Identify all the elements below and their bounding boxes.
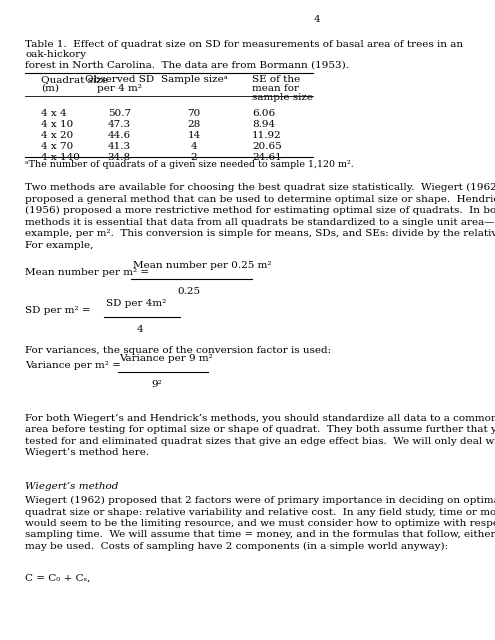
Text: 4: 4: [136, 325, 143, 334]
Text: Wiegert’s method: Wiegert’s method: [25, 482, 119, 491]
Text: 50.7: 50.7: [107, 109, 131, 118]
Text: 4: 4: [313, 15, 320, 24]
Text: mean for: mean for: [252, 84, 299, 93]
Text: 47.3: 47.3: [107, 120, 131, 129]
Text: (m): (m): [41, 84, 59, 93]
Text: 20.65: 20.65: [252, 142, 282, 151]
Text: 44.6: 44.6: [107, 131, 131, 140]
Text: 8.94: 8.94: [252, 120, 275, 129]
Text: For both Wiegert’s and Hendrick’s methods, you should standardize all data to a : For both Wiegert’s and Hendrick’s method…: [25, 414, 495, 458]
Text: ᵃThe number of quadrats of a given size needed to sample 1,120 m².: ᵃThe number of quadrats of a given size …: [25, 160, 354, 169]
Text: Two methods are available for choosing the best quadrat size statistically.  Wie: Two methods are available for choosing t…: [25, 183, 495, 250]
Text: 4 x 4: 4 x 4: [41, 109, 66, 118]
Text: 70: 70: [188, 109, 200, 118]
Text: 9²: 9²: [151, 380, 162, 389]
Text: 4 x 70: 4 x 70: [41, 142, 73, 151]
Text: Quadrat size: Quadrat size: [41, 75, 108, 84]
Text: Mean number per 0.25 m²: Mean number per 0.25 m²: [133, 261, 271, 270]
Text: 24.61: 24.61: [252, 153, 282, 162]
Text: Sample sizeᵃ: Sample sizeᵃ: [161, 75, 228, 84]
Text: Wiegert (1962) proposed that 2 factors were of primary importance in deciding on: Wiegert (1962) proposed that 2 factors w…: [25, 496, 495, 551]
Text: SD per 4m²: SD per 4m²: [105, 299, 166, 308]
Text: Variance per 9 m²: Variance per 9 m²: [119, 354, 213, 363]
Text: per 4 m²: per 4 m²: [97, 84, 142, 93]
Text: Observed SD: Observed SD: [85, 75, 154, 84]
Text: 4 x 20: 4 x 20: [41, 131, 73, 140]
Text: 6.06: 6.06: [252, 109, 275, 118]
Text: SE of the: SE of the: [252, 75, 300, 84]
Text: 41.3: 41.3: [107, 142, 131, 151]
Text: 4: 4: [191, 142, 198, 151]
Text: 4 x 10: 4 x 10: [41, 120, 73, 129]
Text: 28: 28: [188, 120, 200, 129]
Text: sample size: sample size: [252, 93, 313, 102]
Text: C = C₀ + Cₛ,: C = C₀ + Cₛ,: [25, 574, 91, 583]
Text: 34.8: 34.8: [107, 153, 131, 162]
Text: 2: 2: [191, 153, 198, 162]
Text: Variance per m² =: Variance per m² =: [25, 361, 121, 370]
Text: 0.25: 0.25: [177, 287, 200, 296]
Text: 14: 14: [188, 131, 200, 140]
Text: 4 x 140: 4 x 140: [41, 153, 80, 162]
Text: 11.92: 11.92: [252, 131, 282, 140]
Text: For variances, the square of the conversion factor is used:: For variances, the square of the convers…: [25, 346, 331, 355]
Text: Mean number per m² =: Mean number per m² =: [25, 268, 149, 277]
Text: SD per m² =: SD per m² =: [25, 306, 91, 315]
Text: Table 1.  Effect of quadrat size on SD for measurements of basal area of trees i: Table 1. Effect of quadrat size on SD fo…: [25, 40, 463, 70]
